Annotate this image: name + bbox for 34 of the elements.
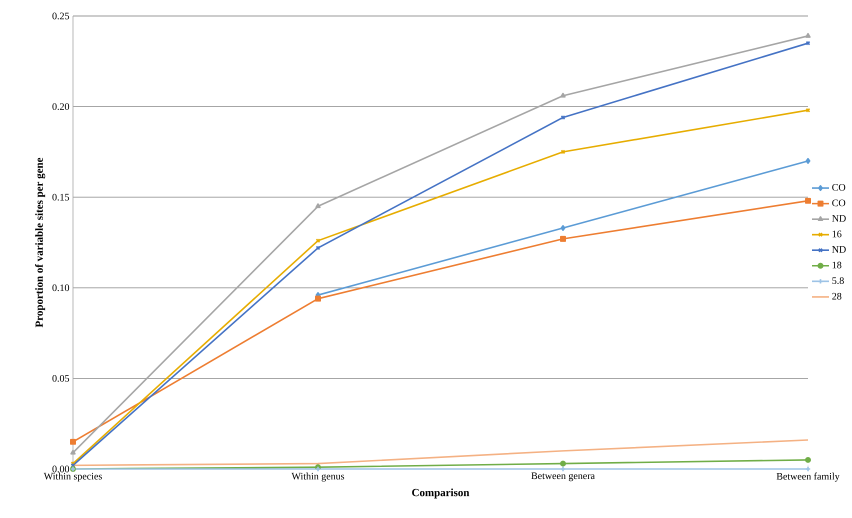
point (560, 92, 566, 98)
y-tick-label: 0.15 (52, 194, 70, 201)
legend-label: CO (832, 184, 846, 191)
legend-label: ND (832, 215, 846, 222)
point (560, 115, 566, 120)
legend-label: 16 (832, 230, 842, 238)
x-axis-title: Comparison (412, 488, 470, 498)
y-tick-label: 0.05 (52, 375, 70, 382)
y-tick-label: 0.00 (52, 466, 70, 472)
x-tick-label: Between family (776, 472, 840, 482)
point (70, 450, 76, 455)
y-axis-title: Proportion of variable sites per gene (35, 158, 46, 328)
point (560, 225, 566, 231)
y-tick-label: 0.25 (52, 12, 70, 20)
x-tick-label: Within genus (292, 472, 344, 482)
legend-label: 5.8 (832, 277, 844, 284)
legend-label: 28 (832, 292, 842, 300)
y-tick-label: 0.10 (52, 284, 70, 292)
point (805, 456, 811, 463)
point (560, 460, 566, 467)
point (315, 296, 321, 302)
point (70, 438, 76, 445)
legend-label: CO (832, 200, 846, 206)
point (560, 236, 566, 242)
point (315, 203, 321, 208)
legend-label: ND (832, 246, 846, 253)
point (806, 158, 810, 164)
point (316, 246, 320, 250)
y-tick-label: 0.20 (52, 103, 70, 110)
legend-label: 18 (832, 262, 842, 268)
x-tick-label: Within species (44, 472, 102, 482)
point (805, 32, 811, 38)
x-tick-label: Between genera (531, 472, 595, 482)
point (805, 198, 811, 204)
